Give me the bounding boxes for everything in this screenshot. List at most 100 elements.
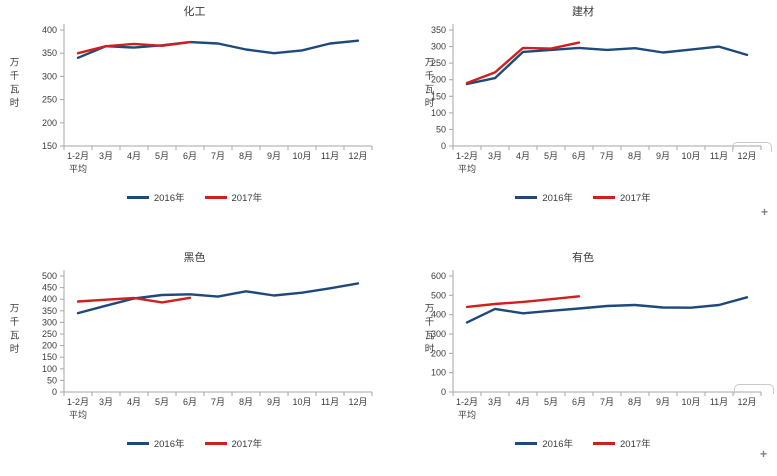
cell-cursor-plus-icon: +	[760, 447, 768, 461]
chart-frame-corner	[732, 142, 772, 152]
svg-text:1-2月: 1-2月	[456, 397, 478, 407]
svg-text:150: 150	[431, 91, 446, 101]
legend-label-2016: 2016年	[153, 439, 185, 450]
legend: 2016年 2017年	[0, 436, 389, 450]
svg-text:7月: 7月	[600, 397, 614, 407]
svg-text:6月: 6月	[183, 151, 197, 161]
svg-text:5月: 5月	[544, 397, 558, 407]
svg-text:600: 600	[431, 271, 446, 281]
legend-swatch-2016	[515, 441, 538, 445]
legend: 2016年 2017年	[389, 436, 777, 450]
svg-text:7月: 7月	[600, 151, 614, 161]
chart-title: 有色	[572, 252, 594, 264]
svg-text:7月: 7月	[211, 151, 225, 161]
svg-text:11月: 11月	[710, 397, 728, 407]
svg-text:200: 200	[431, 75, 446, 85]
y-axis-label: 万千瓦时	[7, 303, 19, 357]
svg-text:500: 500	[42, 271, 57, 281]
legend-swatch-2017	[204, 195, 227, 199]
svg-text:300: 300	[431, 329, 446, 339]
svg-text:500: 500	[431, 290, 446, 300]
svg-text:100: 100	[431, 368, 446, 378]
legend-label-2017: 2017年	[620, 193, 651, 204]
legend-swatch-2017	[593, 441, 615, 445]
svg-text:250: 250	[42, 329, 57, 339]
chart-nonferrous[interactable]: 有色 万千瓦时 0 100 200 300 400 500 600 1-2月 平均 3月 4月 5月 6…	[389, 232, 777, 462]
svg-text:4月: 4月	[516, 397, 530, 407]
svg-text:1-2月: 1-2月	[67, 151, 89, 161]
legend-item-2017: 2017年	[593, 436, 651, 450]
legend-item-2017: 2017年	[593, 190, 651, 204]
svg-text:7月: 7月	[211, 397, 225, 407]
svg-text:350: 350	[431, 25, 446, 35]
legend-swatch-2016	[515, 195, 538, 199]
chart-title: 化工	[183, 6, 206, 18]
svg-text:11月: 11月	[321, 397, 339, 407]
svg-text:6月: 6月	[572, 397, 586, 407]
svg-text:11月: 11月	[321, 151, 339, 161]
svg-text:250: 250	[42, 95, 57, 105]
legend-label-2016: 2016年	[153, 193, 185, 204]
chart-title: 建材	[572, 6, 594, 18]
legend-item-2016: 2016年	[515, 436, 573, 450]
chart-frame-corner	[734, 384, 774, 394]
legend-label-2017: 2017年	[620, 439, 651, 450]
svg-text:300: 300	[42, 71, 57, 81]
legend-swatch-2017	[204, 441, 227, 445]
svg-text:3月: 3月	[99, 151, 113, 161]
svg-text:8月: 8月	[239, 151, 253, 161]
y-axis-label: 万千瓦时	[422, 57, 434, 111]
svg-text:5月: 5月	[155, 397, 169, 407]
svg-text:400: 400	[42, 294, 57, 304]
legend-swatch-2016	[126, 441, 149, 445]
svg-text:200: 200	[42, 118, 57, 128]
legend-label-2017: 2017年	[231, 193, 263, 204]
y-axis-label: 万千瓦时	[422, 303, 434, 357]
legend-label-2016: 2016年	[542, 439, 573, 450]
svg-text:8月: 8月	[239, 397, 253, 407]
svg-text:10月: 10月	[681, 151, 700, 161]
svg-text:4月: 4月	[516, 151, 530, 161]
svg-text:0: 0	[441, 141, 446, 151]
svg-text:9月: 9月	[656, 151, 670, 161]
svg-text:350: 350	[42, 48, 57, 58]
charts-grid: 化工 万千瓦时 150 200 250 300 350 400 1-2月 平均 3月 4月 5月 6月…	[0, 0, 777, 462]
chart-title: 黑色	[183, 252, 206, 264]
chart-ferrous[interactable]: 黑色 万千瓦时 0 50 100 150 200 250 300 350 400 450 500 1-…	[0, 232, 389, 462]
svg-text:0: 0	[441, 387, 446, 397]
svg-text:150: 150	[42, 352, 57, 362]
legend-label-2016: 2016年	[542, 193, 573, 204]
svg-text:9月: 9月	[656, 397, 670, 407]
svg-text:12月: 12月	[737, 397, 756, 407]
legend-item-2016: 2016年	[515, 190, 573, 204]
chart-building-materials[interactable]: 建材 万千瓦时 0 50 100 150 200 250 300 350 1-2月 平均 3月 4月 5…	[389, 0, 777, 232]
svg-text:100: 100	[431, 108, 446, 118]
svg-text:100: 100	[42, 364, 57, 374]
svg-text:50: 50	[436, 124, 446, 134]
svg-text:5月: 5月	[155, 151, 169, 161]
svg-text:10月: 10月	[292, 397, 311, 407]
svg-text:8月: 8月	[628, 397, 642, 407]
svg-text:1-2月: 1-2月	[67, 397, 89, 407]
svg-text:平均: 平均	[458, 163, 476, 174]
svg-text:150: 150	[42, 141, 57, 151]
chart-chemicals[interactable]: 化工 万千瓦时 150 200 250 300 350 400 1-2月 平均 3月 4月 5月 6月…	[0, 0, 389, 232]
svg-text:11月: 11月	[710, 151, 728, 161]
svg-text:平均: 平均	[69, 409, 87, 420]
legend-item-2016: 2016年	[126, 436, 185, 450]
svg-text:8月: 8月	[628, 151, 642, 161]
svg-text:10月: 10月	[292, 151, 311, 161]
svg-text:6月: 6月	[572, 151, 586, 161]
svg-text:350: 350	[42, 306, 57, 316]
svg-text:250: 250	[431, 58, 446, 68]
legend-swatch-2017	[593, 195, 615, 199]
svg-text:4月: 4月	[127, 151, 141, 161]
cell-cursor-plus-icon: +	[761, 205, 769, 219]
svg-text:5月: 5月	[544, 151, 558, 161]
svg-text:3月: 3月	[488, 397, 502, 407]
svg-text:0: 0	[52, 387, 57, 397]
